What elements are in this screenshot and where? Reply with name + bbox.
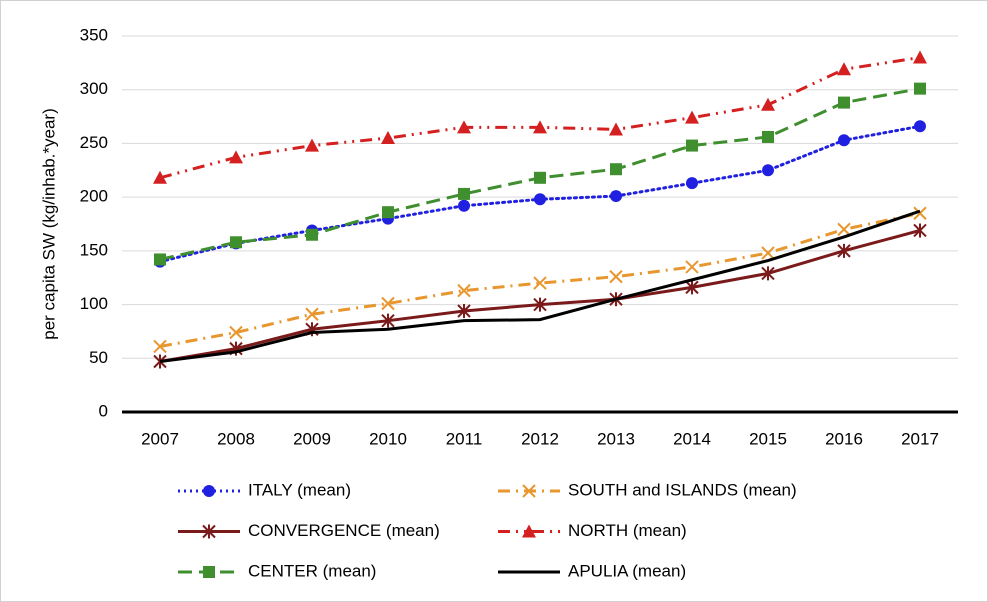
marker bbox=[913, 206, 927, 220]
marker bbox=[685, 260, 699, 274]
marker bbox=[686, 177, 698, 190]
marker bbox=[306, 228, 318, 241]
marker bbox=[534, 193, 546, 206]
y-tick-label: 50 bbox=[89, 348, 108, 367]
marker bbox=[229, 150, 243, 164]
marker bbox=[458, 199, 470, 212]
marker bbox=[761, 266, 775, 281]
legend-label: SOUTH and ISLANDS (mean) bbox=[568, 480, 797, 499]
x-tick-label: 2013 bbox=[597, 429, 635, 448]
marker bbox=[203, 566, 215, 578]
y-tick-label: 300 bbox=[80, 79, 108, 98]
marker bbox=[381, 296, 395, 311]
x-tick-label: 2016 bbox=[825, 429, 863, 448]
marker bbox=[914, 120, 926, 133]
marker bbox=[837, 222, 851, 237]
marker bbox=[533, 276, 547, 290]
marker bbox=[202, 524, 216, 539]
marker bbox=[382, 206, 394, 219]
marker bbox=[457, 120, 471, 134]
marker bbox=[762, 164, 774, 177]
marker bbox=[533, 297, 547, 312]
marker bbox=[686, 139, 698, 152]
x-tick-label: 2011 bbox=[446, 429, 483, 448]
y-tick-label: 250 bbox=[80, 133, 108, 152]
marker bbox=[153, 339, 167, 354]
marker bbox=[838, 134, 850, 147]
marker bbox=[230, 236, 242, 249]
series-line bbox=[159, 209, 921, 363]
marker bbox=[153, 170, 167, 184]
x-tick-label: 2014 bbox=[673, 429, 711, 448]
marker bbox=[381, 131, 395, 145]
y-tick-label: 100 bbox=[80, 294, 108, 313]
marker bbox=[609, 122, 623, 136]
y-tick-label: 150 bbox=[80, 240, 108, 259]
x-tick-label: 2007 bbox=[141, 429, 179, 448]
marker bbox=[761, 246, 775, 260]
marker bbox=[914, 82, 926, 95]
marker bbox=[305, 307, 319, 321]
y-tick-label: 350 bbox=[80, 25, 108, 44]
marker bbox=[685, 280, 699, 295]
marker bbox=[685, 110, 699, 124]
y-tick-label: 0 bbox=[99, 401, 108, 420]
marker bbox=[533, 120, 547, 134]
y-axis-label: per capita SW (kg/inhab.*year) bbox=[39, 108, 58, 340]
marker bbox=[913, 223, 927, 238]
marker bbox=[458, 187, 470, 200]
marker bbox=[762, 130, 774, 143]
legend-label: NORTH (mean) bbox=[568, 521, 687, 540]
marker bbox=[522, 524, 536, 538]
x-tick-label: 2015 bbox=[749, 429, 787, 448]
marker bbox=[229, 325, 243, 340]
marker bbox=[610, 190, 622, 203]
marker bbox=[837, 243, 851, 258]
marker bbox=[154, 253, 166, 266]
marker bbox=[534, 171, 546, 184]
x-tick-label: 2008 bbox=[217, 429, 255, 448]
series-line bbox=[159, 211, 921, 348]
marker bbox=[609, 269, 623, 284]
legend-label: ITALY (mean) bbox=[248, 480, 351, 499]
legend-label: CONVERGENCE (mean) bbox=[248, 521, 440, 540]
marker bbox=[610, 163, 622, 176]
marker bbox=[153, 354, 167, 369]
legend-label: CENTER (mean) bbox=[248, 561, 376, 580]
marker bbox=[838, 96, 850, 109]
legend-label: APULIA (mean) bbox=[568, 561, 686, 580]
marker bbox=[761, 97, 775, 111]
x-tick-label: 2012 bbox=[521, 429, 559, 448]
marker bbox=[522, 484, 536, 498]
marker bbox=[381, 313, 395, 328]
marker bbox=[457, 283, 471, 298]
x-tick-label: 2010 bbox=[369, 429, 407, 448]
marker bbox=[837, 62, 851, 76]
marker bbox=[305, 138, 319, 152]
x-tick-label: 2009 bbox=[293, 429, 331, 448]
marker bbox=[457, 304, 471, 319]
marker bbox=[203, 485, 215, 497]
x-tick-label: 2017 bbox=[901, 429, 939, 448]
marker bbox=[913, 50, 927, 64]
y-tick-label: 200 bbox=[80, 187, 108, 206]
